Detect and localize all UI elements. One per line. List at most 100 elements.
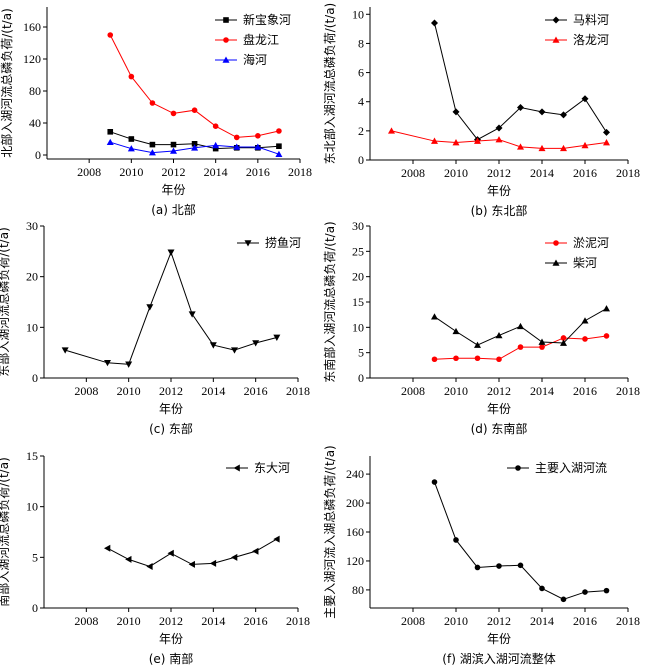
panel-b-data-point (560, 111, 567, 119)
panel-e-x-tick-label: 2014 (201, 614, 225, 628)
panel-d-data-point (496, 356, 502, 363)
panel-e-x-tick-label: 2012 (159, 614, 183, 628)
panel-a-data-point (170, 110, 177, 117)
panel-a-y-tick-label: 160 (23, 20, 41, 34)
panel-a-series-line (109, 34, 280, 138)
panel-c-data-point (146, 304, 154, 311)
panel-b-data-point (603, 139, 610, 146)
panel-c-data-point (125, 361, 133, 368)
panel-b-x-tick-label: 2010 (444, 166, 468, 180)
panel-e-x-tick-label: 2018 (286, 614, 310, 628)
panel-f-data-point (517, 562, 524, 569)
panel-d-legend-label: 柴河 (573, 256, 597, 270)
panel-d-x-tick-label: 2012 (487, 384, 511, 398)
panel-f-y-tick-label: 160 (346, 525, 364, 539)
panel-a-data-point (212, 145, 219, 152)
panel-c-y-tick-label: 20 (26, 270, 38, 284)
panel-f-data-point (474, 564, 481, 571)
panel-b-legend-marker (552, 36, 560, 43)
panel-f-data-point (560, 596, 567, 603)
panel-f-legend-label: 主要入湖河流 (535, 460, 607, 475)
panel-a-data-point (128, 136, 135, 142)
panel-a-y-tick-label: 120 (23, 52, 41, 66)
panel-a-data-point (148, 149, 156, 156)
panel-d-data-point (452, 327, 460, 335)
panel-d-y-axis-title: 东南部入湖河流总磷负荷/(t/a) (322, 221, 337, 383)
panel-d-caption: (d) 东南部 (471, 421, 528, 436)
panel-d-data-point (560, 335, 567, 341)
panel-b-y-tick-label: 4 (358, 95, 364, 109)
panel-a-y-tick-label: 80 (29, 84, 41, 98)
panel-b-legend-label: 马料河 (573, 13, 609, 27)
panel-e-y-axis-title: 南部入湖河流总磷负荷/(t/a) (0, 457, 11, 607)
panel-b-y-tick-label: 10 (352, 7, 364, 21)
panel-d-y-tick-label: 0 (358, 371, 364, 385)
panel-b-caption: (b) 东北部 (471, 203, 528, 218)
panel-f-data-point (453, 537, 459, 543)
panel-a-legend-label: 盘龙江 (243, 32, 279, 47)
panel-c-y-tick-label: 10 (26, 320, 38, 334)
panel-c-x-tick-label: 2012 (159, 384, 183, 398)
panel-e-caption: (e) 南部 (149, 651, 194, 666)
panel-c-legend-marker (244, 240, 252, 247)
panel-a-data-point (107, 32, 114, 38)
panel-e-y-tick-label: 10 (26, 500, 38, 514)
panel-e-y-tick-label: 0 (32, 601, 38, 615)
panel-d-data-point (603, 305, 610, 312)
panel-c-x-tick-label: 2010 (117, 384, 141, 398)
panel-c-series-line (65, 250, 277, 365)
panel-c-data-point (273, 334, 281, 341)
panel-d-y-tick-label: 10 (352, 320, 364, 334)
panel-c-data-point (167, 249, 175, 256)
panel-d-x-axis-title: 年份 (487, 402, 511, 416)
panel-d-data-point (581, 317, 589, 324)
panel-c-data-point (252, 340, 260, 347)
panel-c-legend-label: 捞鱼河 (265, 236, 301, 250)
panel-d-x-tick-label: 2014 (530, 384, 554, 398)
panel-a-data-point (212, 123, 219, 129)
panel-c-x-tick-label: 2018 (286, 384, 310, 398)
panel-e-data-point (125, 555, 132, 563)
panel-a-legend-marker (223, 17, 229, 23)
panel-b-data-point (495, 124, 503, 132)
panel-f-y-tick-label: 80 (352, 583, 364, 597)
panel-b-data-point (431, 19, 438, 27)
panel-d-data-point (453, 355, 459, 362)
panel-a-data-point (276, 143, 282, 149)
panel-e-data-point (231, 553, 238, 561)
panel-a-x-tick-label: 2014 (204, 165, 228, 179)
panel-a-data-point (254, 143, 262, 150)
panel-b-data-point (581, 141, 589, 149)
panel-f-series-line (434, 481, 607, 600)
panel-d-data-point (560, 339, 567, 346)
panel-e-x-tick-label: 2010 (117, 614, 141, 628)
panel-a-y-tick-label: 40 (29, 116, 41, 130)
panel-a-data-point (233, 134, 240, 141)
panel-a-data-point (212, 141, 220, 149)
panel-a-data-point (106, 138, 114, 145)
panel-e-x-axis-title: 年份 (159, 632, 183, 646)
panel-a-data-point (107, 129, 114, 135)
panel-d-legend-label: 淤泥河 (573, 236, 609, 250)
panel-c-x-tick-label: 2014 (201, 384, 225, 398)
panel-e-x-tick-label: 2008 (74, 614, 98, 628)
panel-b-data-point (603, 128, 610, 136)
panel-c-data-point (209, 342, 217, 349)
panel-a-legend-marker (223, 37, 229, 43)
panel-a-legend-label: 海河 (243, 52, 267, 67)
panel-b-data-point (517, 104, 524, 112)
panel-a-caption: (a) 北部 (151, 202, 196, 217)
panel-f-x-axis-title: 年份 (487, 632, 511, 646)
panel-d-y-tick-label: 5 (358, 346, 364, 360)
panel-e-data-point (167, 549, 174, 557)
panel-c-x-axis-title: 年份 (159, 402, 183, 416)
panel-b-series-line (391, 130, 607, 149)
panel-c-y-tick-label: 30 (26, 219, 38, 233)
panel-a-x-tick-label: 2012 (162, 165, 186, 179)
panel-c-data-point (104, 360, 111, 367)
panel-d-data-point (582, 336, 588, 342)
panel-a-x-tick-label: 2008 (77, 165, 101, 179)
panel-d-y-tick-label: 20 (352, 270, 364, 284)
panel-d-legend-marker (553, 240, 559, 246)
panel-b-legend-marker (552, 16, 560, 24)
